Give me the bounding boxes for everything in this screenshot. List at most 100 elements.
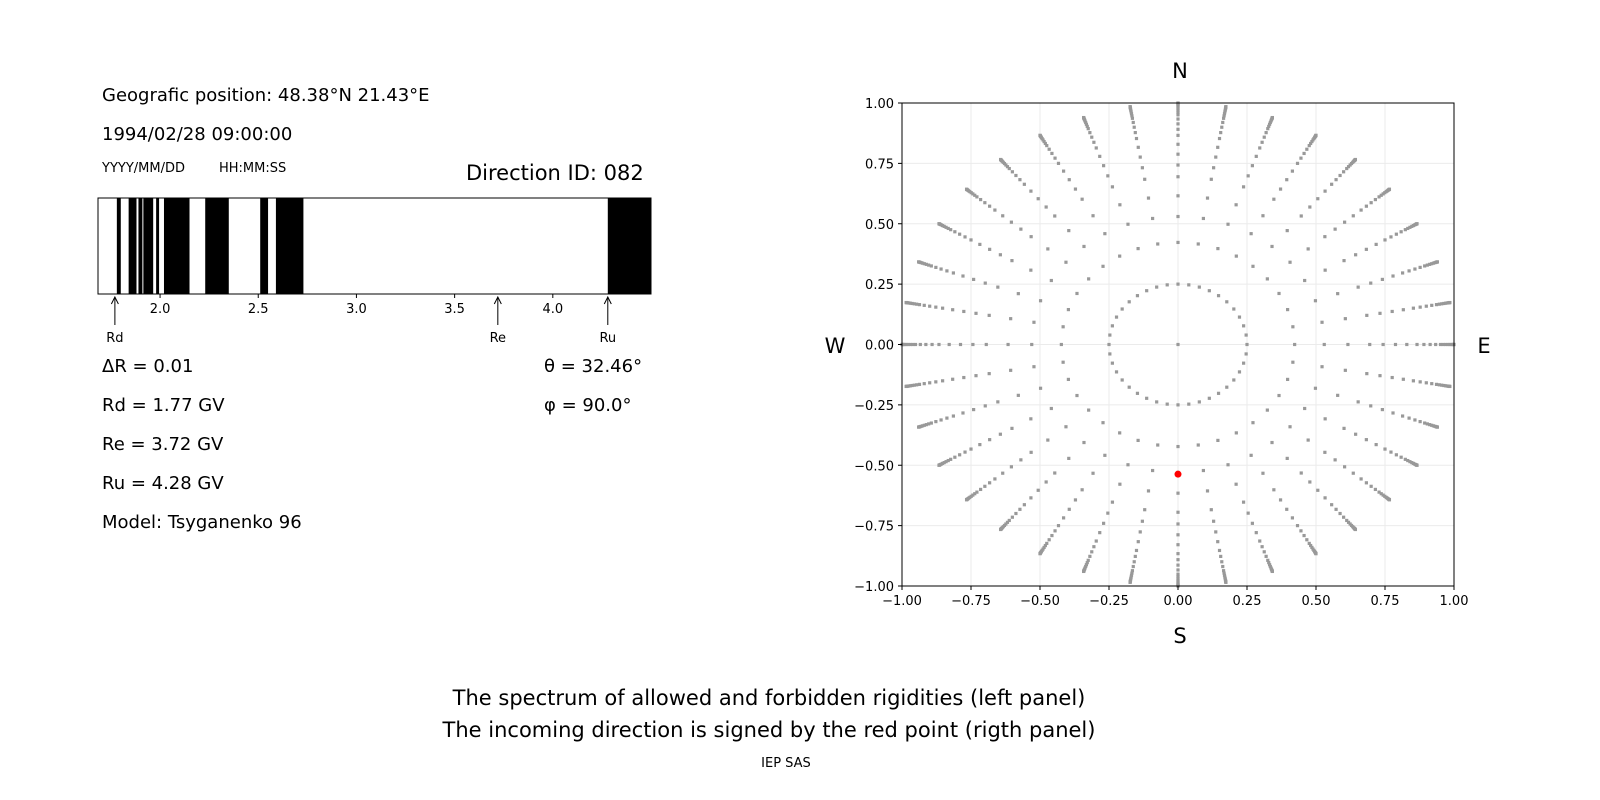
- direction-point: [1234, 254, 1238, 258]
- x-tick-label: −0.25: [1089, 594, 1129, 609]
- direction-point: [1249, 232, 1253, 236]
- direction-point: [1316, 197, 1320, 201]
- direction-point: [1176, 572, 1180, 576]
- spectrum-frame: [97, 197, 652, 295]
- direction-point: [1217, 136, 1222, 141]
- direction-point: [1381, 192, 1385, 196]
- direction-point: [915, 302, 919, 306]
- direction-point: [1176, 522, 1180, 526]
- x-tick-label: 0.50: [1302, 594, 1331, 609]
- direction-point: [1343, 317, 1347, 321]
- direction-point: [1084, 122, 1089, 126]
- direction-point: [1346, 342, 1350, 347]
- direction-point: [958, 232, 962, 236]
- direction-point: [1156, 443, 1160, 447]
- direction-point: [1214, 530, 1218, 534]
- direction-point: [1305, 147, 1309, 151]
- direction-point: [1130, 116, 1135, 120]
- direction-point: [1029, 268, 1033, 272]
- direction-point: [1278, 187, 1283, 191]
- direction-point: [1094, 146, 1098, 150]
- x-tick-label: −0.50: [1020, 594, 1060, 609]
- direction-point: [1043, 141, 1047, 146]
- direction-point: [1424, 381, 1428, 385]
- direction-point: [988, 204, 992, 208]
- direction-point: [1082, 569, 1086, 574]
- direction-point: [1401, 414, 1405, 418]
- direction-point: [1365, 313, 1369, 317]
- direction-point: [1187, 402, 1191, 406]
- direction-point: [1333, 458, 1337, 462]
- direction-point: [1103, 232, 1107, 236]
- direction-point: [1242, 324, 1246, 328]
- direction-point: [1407, 416, 1411, 420]
- direction-point: [1322, 342, 1326, 347]
- direction-point: [1306, 247, 1310, 251]
- direction-point: [1091, 214, 1095, 218]
- ru-value: Ru = 4.28 GV: [102, 473, 224, 494]
- x-tick-label: −1.00: [882, 594, 922, 609]
- direction-point: [1254, 531, 1258, 535]
- direction-point: [1216, 246, 1220, 251]
- direction-point: [1286, 377, 1290, 382]
- direction-point: [1313, 386, 1318, 390]
- x-tick-label: 0.00: [1164, 594, 1193, 609]
- direction-point: [937, 463, 941, 467]
- direction-point: [1364, 438, 1368, 442]
- direction-point: [1064, 425, 1068, 429]
- direction-point: [1299, 529, 1303, 533]
- direction-point: [1411, 306, 1415, 310]
- direction-point: [953, 455, 957, 459]
- direction-point: [1090, 550, 1094, 554]
- direction-point: [1234, 431, 1238, 435]
- direction-point: [1277, 291, 1281, 296]
- direction-point: [1408, 225, 1412, 229]
- direction-point: [1216, 294, 1221, 298]
- direction-point: [1207, 289, 1211, 293]
- direction-point: [1448, 300, 1452, 305]
- direction-point: [944, 225, 948, 229]
- direction-point: [1151, 468, 1155, 473]
- direction-point: [917, 303, 922, 307]
- direction-point: [1353, 157, 1358, 162]
- direction-point: [1135, 294, 1140, 298]
- direction-point: [1187, 283, 1191, 287]
- direction-point: [1067, 178, 1071, 182]
- x-tick-label: −0.75: [951, 594, 991, 609]
- direction-point: [1270, 569, 1274, 574]
- direction-point: [1073, 498, 1078, 502]
- time-format: HH:MM:SS: [219, 161, 287, 176]
- direction-point: [1080, 197, 1084, 201]
- direction-point: [1165, 283, 1169, 287]
- direction-point: [1050, 533, 1054, 538]
- direction-point: [1176, 127, 1180, 131]
- direction-point: [1237, 315, 1242, 319]
- direction-point: [904, 300, 908, 305]
- direction-point: [951, 271, 955, 275]
- direction-point: [951, 377, 955, 381]
- y-tick-label: 0.25: [865, 278, 894, 293]
- direction-point: [1101, 264, 1105, 268]
- direction-point: [1067, 507, 1071, 511]
- direction-point: [1176, 533, 1180, 537]
- direction-point: [1359, 477, 1363, 481]
- direction-point: [1156, 242, 1160, 246]
- direction-point: [1390, 375, 1394, 380]
- direction-point: [1387, 187, 1392, 191]
- direction-point: [1176, 106, 1180, 110]
- direction-point: [1098, 154, 1102, 158]
- x-tick-label: 2.5: [248, 302, 269, 317]
- direction-point: [958, 453, 962, 457]
- direction-point: [1029, 496, 1033, 500]
- direction-point: [1130, 571, 1134, 575]
- direction-point: [1146, 489, 1151, 493]
- direction-point: [949, 457, 953, 461]
- direction-point: [1222, 571, 1226, 575]
- direction-point: [1087, 277, 1091, 281]
- direction-point: [1129, 573, 1134, 577]
- direction-point: [1356, 400, 1360, 404]
- direction-point: [1428, 423, 1432, 427]
- direction-point: [1216, 438, 1220, 443]
- x-tick-label: 3.0: [346, 302, 367, 317]
- direction-point: [998, 157, 1003, 162]
